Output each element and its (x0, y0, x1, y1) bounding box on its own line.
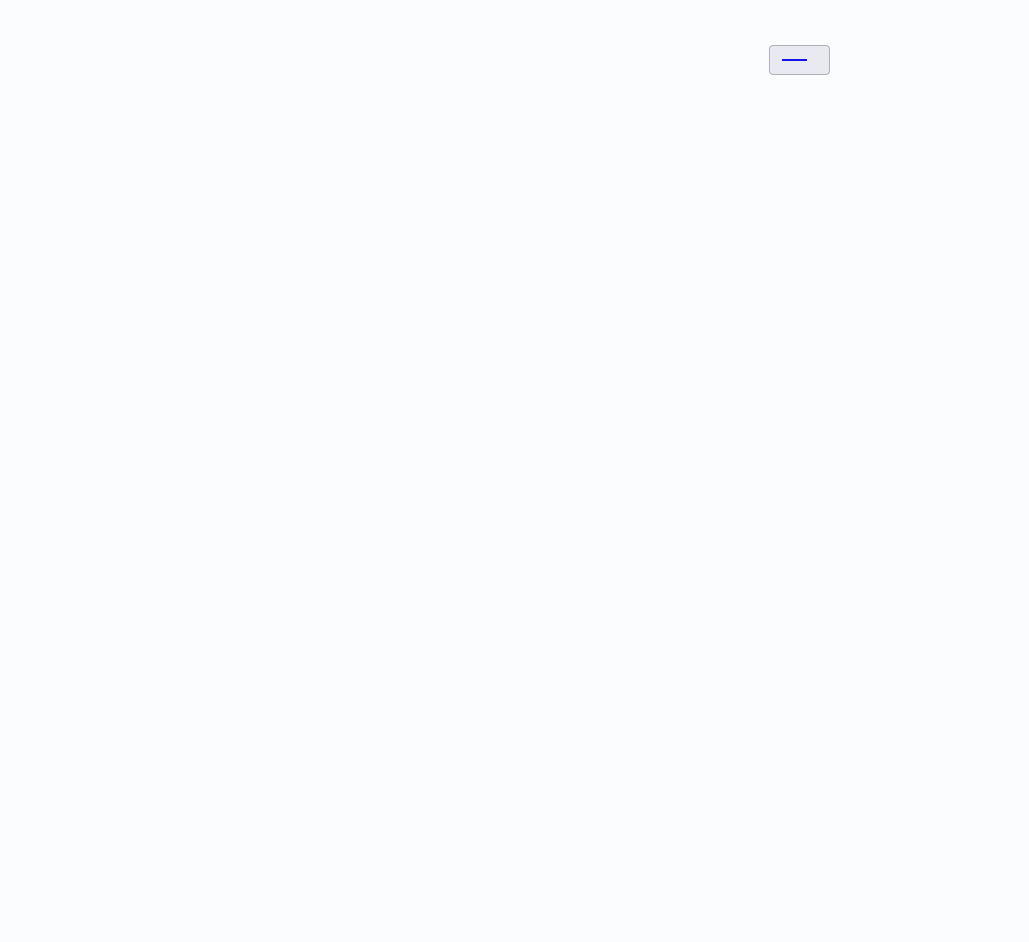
legend (769, 45, 830, 75)
legend-line-swatch-icon (782, 59, 807, 61)
